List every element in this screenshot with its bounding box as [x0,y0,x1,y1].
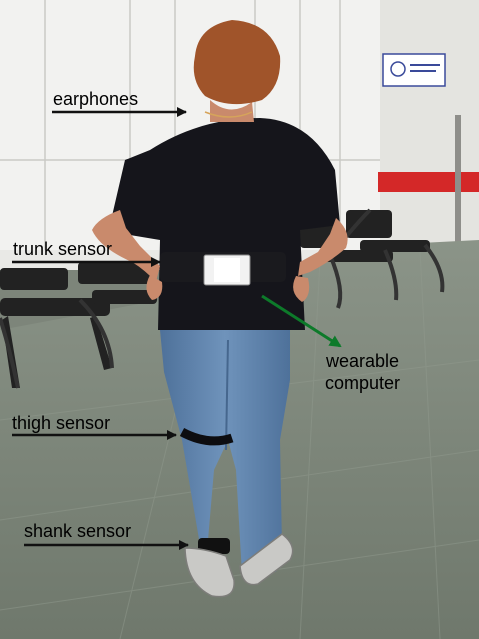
right-hand [293,276,310,302]
left-shoe [184,547,235,598]
pole [455,115,461,255]
earphones-label: earphones [53,89,139,109]
right-arm [298,218,348,276]
shank-sensor-label: shank sensor [24,521,132,541]
necklace [204,111,253,118]
annotation-arrows [12,107,342,550]
thigh-sensor-label: thigh sensor [12,413,111,433]
chair-legs-left [0,298,114,389]
trunk-sensor-label: trunk sensor [13,239,113,259]
wearable-computer-label: wearable computer [325,350,400,394]
thigh-sensor-band [179,427,234,446]
right-shoe [239,533,294,586]
left-hand [146,275,163,300]
red-wall-stripe [378,172,479,192]
left-arm [92,210,160,282]
wearable-computer-arrow [261,294,342,348]
wearable-computer-label-line2: computer [325,373,401,393]
side-wall [380,0,479,270]
chair-legs-right [328,208,445,309]
wearable-computer-label-line1: wearable [326,351,400,371]
jeans [160,330,290,574]
hair [193,20,281,105]
